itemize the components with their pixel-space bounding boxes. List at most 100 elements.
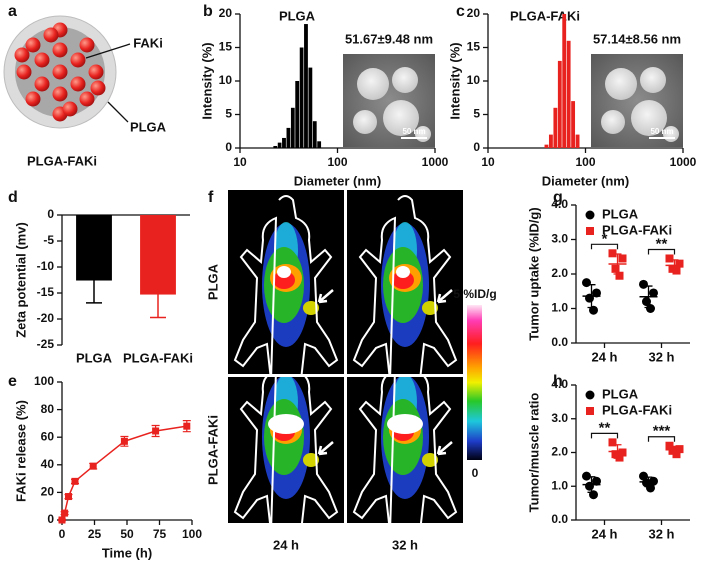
y-tick-label: -10: [37, 259, 55, 273]
marker: [615, 453, 624, 462]
sphere: [79, 91, 95, 107]
x-tick-label: 100: [182, 527, 202, 541]
bar: [557, 60, 562, 148]
signal: [396, 266, 410, 278]
y-tick-label: -5: [43, 233, 54, 247]
bar: [571, 101, 576, 148]
x-tick-label: 10: [233, 155, 247, 169]
y-tick-label: 1.0: [551, 478, 568, 492]
x-tick-label: 1000: [670, 155, 697, 169]
y-tick-label: 80: [41, 402, 55, 416]
signal: [303, 301, 319, 315]
mouse: [233, 377, 339, 523]
y-tick-label: 100: [34, 374, 54, 388]
signal: [422, 453, 438, 467]
bar: [553, 107, 558, 148]
x-tick-label: 32 h: [648, 349, 674, 364]
bar: [566, 40, 571, 148]
marker: [585, 293, 594, 303]
bar: [304, 24, 308, 148]
marker: [582, 471, 591, 481]
marker: [649, 288, 658, 298]
marker: [608, 249, 617, 258]
error-bar: [150, 294, 166, 319]
row-label: PLGA-FAKi: [205, 415, 220, 485]
y-tick-label: 10: [219, 73, 233, 87]
y-axis-label: Zeta potential (mv): [13, 222, 28, 338]
scale-label: 50 nm: [402, 127, 425, 136]
y-tick-label: 3.0: [551, 411, 568, 425]
mouse-image: [347, 377, 463, 523]
error-bar: [86, 280, 102, 304]
x-tick-label: 24 h: [591, 526, 617, 541]
y-axis-label: Intensity (%): [199, 42, 214, 119]
arrow: [317, 289, 334, 304]
mouse-image: [228, 190, 344, 374]
sd-bar: [587, 476, 596, 493]
sphere: [70, 76, 86, 92]
marker: [672, 450, 681, 459]
x-tick-label: 25: [88, 527, 102, 541]
arrow: [317, 441, 334, 456]
x-axis-label: Time (h): [102, 545, 152, 560]
panel-label: b: [203, 3, 213, 20]
panel-label: a: [8, 3, 17, 20]
sphere: [79, 37, 95, 53]
x-tick-label: 50: [120, 527, 134, 541]
panel-label: e: [8, 373, 17, 390]
sphere: [25, 37, 41, 53]
marker: [152, 427, 160, 435]
sphere: [43, 27, 59, 43]
bar: [308, 67, 313, 148]
marker: [639, 471, 648, 481]
nanoparticle: [383, 100, 419, 136]
y-tick-label: 15: [219, 40, 233, 54]
bar: [290, 107, 295, 148]
marker: [665, 254, 674, 263]
sphere: [16, 64, 32, 80]
panel-label: d: [8, 189, 18, 206]
y-tick-label: 2.0: [551, 445, 568, 459]
y-tick-label: 4.0: [551, 197, 568, 211]
legend-marker: [586, 227, 594, 235]
marker: [665, 441, 674, 450]
y-axis-label: Tumor uptake (%ID/g): [526, 207, 541, 340]
annotation: 57.14±8.56 nm: [593, 31, 681, 46]
significance: **: [656, 235, 668, 252]
sd-bar: [670, 445, 679, 454]
leader: [85, 43, 131, 59]
significance-bracket: [647, 436, 676, 442]
bar: [140, 215, 176, 295]
row-label: PLGA: [205, 263, 220, 300]
y-tick-label: 0: [225, 140, 232, 154]
nanoparticle: [601, 110, 625, 134]
colorbar: [467, 305, 482, 460]
leader: [107, 101, 129, 123]
significance: *: [602, 230, 608, 247]
y-tick-label: -25: [37, 337, 55, 351]
bar: [575, 134, 580, 148]
colorbar-label: 5 %ID/g: [453, 287, 496, 301]
signal: [268, 414, 304, 434]
marker: [585, 481, 594, 491]
y-axis-label: Intensity (%): [447, 42, 462, 119]
sphere: [14, 47, 30, 63]
signal: [303, 453, 319, 467]
significance: **: [599, 419, 611, 436]
sd-bar: [613, 444, 622, 459]
y-tick-label: 40: [41, 457, 55, 471]
sphere: [52, 64, 68, 80]
y-tick-label: 20: [467, 6, 481, 20]
bar: [76, 215, 112, 281]
sphere: [62, 101, 78, 117]
sd-bar: [613, 253, 622, 275]
col-label: 24 h: [273, 537, 299, 552]
chart-title: PLGA-FAKi: [510, 8, 580, 23]
bar: [273, 145, 278, 148]
marker: [65, 493, 72, 501]
mouse: [352, 377, 458, 523]
nanoparticle: [392, 67, 418, 93]
y-tick-label: 5: [473, 107, 480, 121]
marker: [89, 462, 97, 470]
